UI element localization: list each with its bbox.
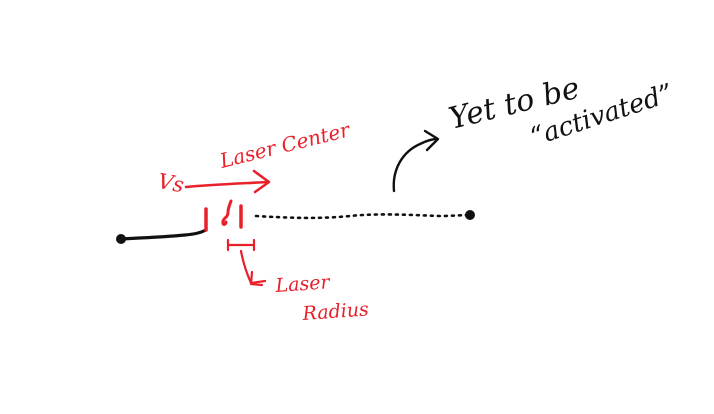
laser-radius-label-line1: Laser bbox=[274, 271, 332, 297]
vs-arrow-shaft bbox=[186, 182, 268, 187]
laser-center-mark bbox=[223, 201, 231, 225]
vs-label: Vs bbox=[156, 169, 186, 197]
laser-radius-label-line2: Radius bbox=[301, 298, 370, 325]
laser-center-label: Laser Center bbox=[216, 117, 353, 173]
radius-pointer-arrow bbox=[241, 251, 265, 283]
inactive-path-dotted-line bbox=[256, 214, 470, 217]
end-point-dot bbox=[465, 210, 475, 220]
start-point-dot bbox=[116, 234, 126, 244]
processed-path-line bbox=[120, 230, 206, 239]
